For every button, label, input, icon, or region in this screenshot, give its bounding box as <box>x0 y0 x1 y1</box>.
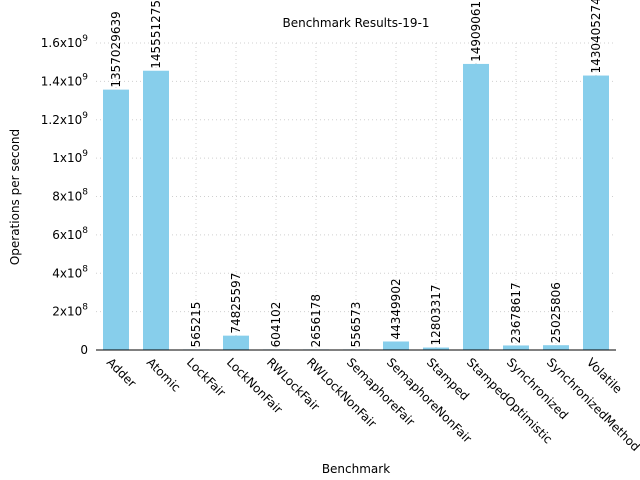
bar-synchronized <box>503 345 529 350</box>
y-tick-label: 6x108 <box>52 226 88 242</box>
y-tick-base: 0 <box>80 343 88 357</box>
x-category-label: Adder <box>104 355 139 390</box>
bar-locknonfair <box>223 335 249 350</box>
y-tick-base: 1.2x10 <box>41 113 82 127</box>
y-tick-exponent: 9 <box>82 34 88 44</box>
data-label: 565215 <box>189 302 203 348</box>
x-category-label: LockFair <box>184 355 228 399</box>
x-category-label: Atomic <box>144 355 183 394</box>
data-label: 44349902 <box>389 278 403 339</box>
y-tick-label: 1x109 <box>52 149 88 165</box>
data-label: 1490906124 <box>469 0 483 62</box>
bar-volatile <box>583 75 609 350</box>
y-tick-label: 1.6x109 <box>41 34 88 50</box>
y-tick-label: 8x108 <box>52 188 88 204</box>
bar-stampedoptimistic <box>463 63 489 351</box>
grid-lines <box>96 42 616 350</box>
y-tick-label: 0 <box>80 343 88 357</box>
x-axis-label: Benchmark <box>322 462 390 476</box>
y-tick-exponent: 8 <box>82 188 88 198</box>
y-tick-base: 8x10 <box>52 190 82 204</box>
x-category-label: SemaphoreFair <box>344 355 418 429</box>
data-label: 556573 <box>349 302 363 348</box>
data-label: 12803317 <box>429 284 443 345</box>
y-tick-exponent: 8 <box>82 226 88 236</box>
y-tick-exponent: 9 <box>82 111 88 121</box>
y-tick-label: 2x108 <box>52 303 88 319</box>
y-tick-base: 1.4x10 <box>41 74 82 88</box>
x-category-labels: Adder Atomic LockFairLockNonFairRWLockFair… <box>104 355 640 454</box>
bar-synchronizedmethod <box>543 345 569 350</box>
chart-title: Benchmark Results-19-1 <box>282 16 429 30</box>
data-label: 604102 <box>269 302 283 348</box>
bar-semaphorenonfair <box>383 341 409 350</box>
y-tick-base: 1.6x10 <box>41 36 82 50</box>
y-tick-base: 4x10 <box>52 266 82 280</box>
bars <box>103 63 609 351</box>
data-label: 1455512751 <box>149 0 163 69</box>
data-label: 2656178 <box>309 294 323 347</box>
y-tick-exponent: 9 <box>82 149 88 159</box>
y-tick-base: 6x10 <box>52 228 82 242</box>
data-label: 25025806 <box>549 282 563 343</box>
bar-stamped <box>423 347 449 350</box>
data-label: 74825597 <box>229 273 243 334</box>
y-tick-base: 1x10 <box>52 151 82 165</box>
y-tick-label: 4x108 <box>52 264 88 280</box>
y-axis-label: Operations per second <box>8 129 22 265</box>
data-labels: 1357029639 1455512751 565215 74825597 604102… <box>109 0 603 347</box>
x-category-label: RWLockNonFair <box>304 355 379 430</box>
y-tick-label: 1.2x109 <box>41 111 88 127</box>
y-tick-exponent: 9 <box>82 72 88 82</box>
y-tick-exponent: 8 <box>82 264 88 274</box>
bar-adder <box>103 89 129 351</box>
data-label: 1357029639 <box>109 11 123 87</box>
y-tick-base: 2x10 <box>52 305 82 319</box>
y-tick-exponent: 8 <box>82 303 88 313</box>
bar-atomic <box>143 70 169 351</box>
data-label: 1430405274 <box>589 0 603 74</box>
y-tick-labels: 02x1084x1086x1088x1081x1091.2x1091.4x109… <box>41 34 88 357</box>
y-tick-label: 1.4x109 <box>41 72 88 88</box>
data-label: 23678617 <box>509 282 523 343</box>
